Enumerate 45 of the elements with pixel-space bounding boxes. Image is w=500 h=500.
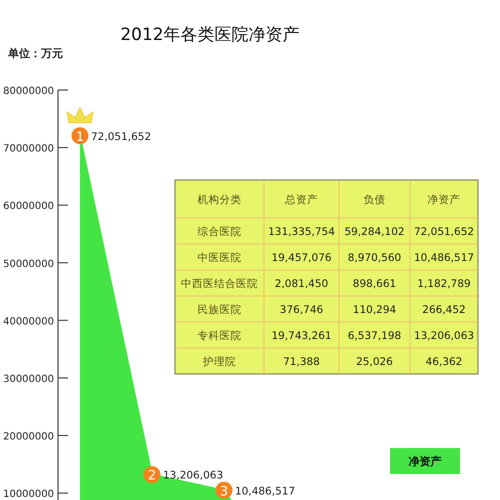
category-label: 总资产	[284, 193, 318, 206]
text: 8,970,560	[348, 252, 402, 264]
text: 19,743,261	[271, 330, 332, 342]
y-tick-label: 30000000	[3, 374, 54, 385]
data-label: 13,206,063	[163, 470, 224, 482]
text: 10,486,517	[414, 252, 474, 264]
y-tick-label: 60000000	[3, 201, 54, 212]
text: 59,284,102	[344, 226, 405, 238]
category-label: 机构分类	[198, 193, 242, 206]
text: 110,294	[352, 304, 396, 316]
y-tick-label: 40000000	[3, 316, 54, 328]
y-tick-label: 50000000	[3, 258, 54, 270]
text: 单位：万元	[7, 47, 63, 60]
category-label: 专科医院	[198, 330, 242, 342]
text: 376,746	[280, 304, 324, 316]
text: 净资产	[408, 455, 442, 468]
data-label: 10,486,517	[235, 485, 296, 498]
category-label: 护理院	[203, 356, 236, 368]
annotation: 3	[220, 484, 228, 500]
annotation: 1	[76, 130, 84, 145]
category-label: 中西医结合医院	[181, 278, 258, 290]
text: 25,026	[356, 356, 393, 368]
category-label: 净资产	[428, 193, 460, 206]
text: 72,051,652	[414, 226, 474, 238]
category-label: 中医医院	[198, 252, 242, 264]
y-tick-label: 80000000	[3, 86, 54, 97]
text: 13,206,063	[414, 330, 474, 342]
annotation: 2	[148, 468, 156, 484]
text: 898,661	[352, 278, 396, 290]
text: 266,452	[422, 304, 466, 316]
category-label: 负债	[364, 194, 386, 206]
text: 71,388	[283, 356, 320, 368]
y-tick-label: 70000000	[3, 144, 54, 155]
text: 1,182,789	[417, 278, 471, 290]
text: 6,537,198	[348, 330, 402, 342]
text: 46,362	[426, 356, 462, 368]
text: 19,457,076	[271, 252, 332, 264]
y-tick-label: 20000000	[3, 432, 54, 443]
text: 131,335,754	[268, 226, 335, 238]
category-label: 民族医院	[198, 304, 242, 316]
data-label: 72,051,652	[91, 130, 152, 143]
chart-title: 2012年各类医院净资产	[120, 25, 300, 45]
category-label: 综合医院	[198, 226, 242, 238]
text: 2,081,450	[274, 278, 328, 290]
y-tick-label: 10000000	[3, 489, 54, 500]
